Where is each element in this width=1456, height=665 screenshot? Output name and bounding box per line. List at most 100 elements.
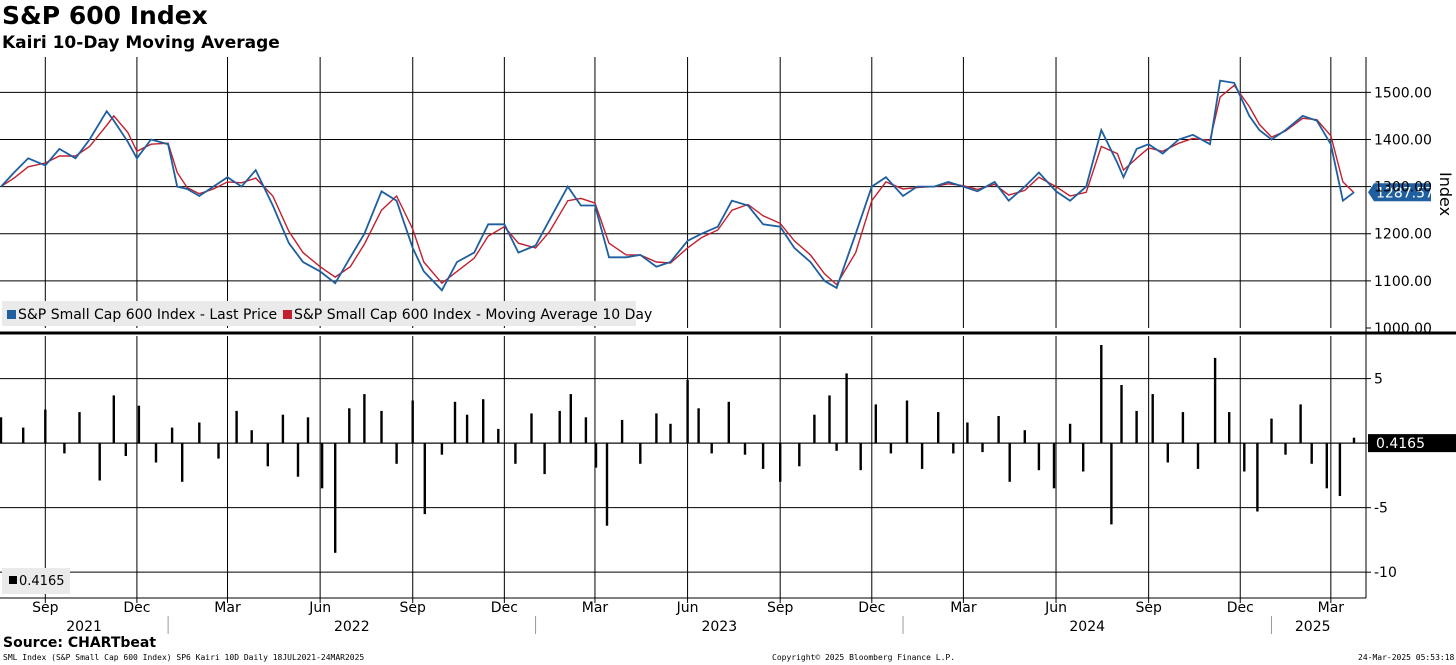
bottom-legend: 0.4165 — [2, 568, 70, 594]
kairi-bar — [845, 373, 848, 444]
kairi-bar — [78, 412, 81, 444]
kairi-bar — [779, 443, 782, 482]
kairi-bar — [1213, 357, 1217, 444]
year-label: 2022 — [334, 619, 370, 635]
kairi-bar — [453, 401, 457, 444]
y-tick-label-top: 1500.00 — [1374, 85, 1432, 101]
kairi-bar — [250, 430, 253, 444]
kairi-bar — [482, 399, 485, 444]
kairi-bar — [584, 417, 588, 444]
kairi-bar — [1325, 443, 1328, 489]
year-label: 2025 — [1295, 619, 1331, 635]
kairi-bar — [124, 443, 127, 456]
kairi-bar — [920, 443, 924, 469]
kairi-bar — [905, 400, 909, 444]
source-note: Source: CHARTbeat — [3, 635, 157, 651]
kairi-bar — [1023, 430, 1026, 444]
kairi-bar — [697, 408, 700, 444]
kairi-bar — [1270, 418, 1273, 444]
kairi-bar — [181, 443, 184, 482]
kairi-bar — [686, 379, 689, 444]
kairi-bar — [639, 443, 642, 464]
year-label: 2023 — [701, 619, 737, 635]
kairi-bar — [137, 405, 141, 444]
kairi-bar — [620, 419, 624, 444]
x-tick-label: Sep — [32, 600, 59, 616]
kairi-bar — [655, 413, 658, 444]
kairi-bar — [514, 443, 517, 464]
last-kairi-tag — [1368, 434, 1456, 453]
y-tick-label-top: 1000.00 — [1374, 321, 1432, 337]
kairi-bar — [937, 412, 940, 444]
kairi-bar — [543, 443, 546, 475]
last-price-tag — [1368, 183, 1431, 202]
kairi-bar — [761, 443, 765, 469]
kairi-bar — [569, 394, 572, 444]
kairi-bar — [44, 409, 47, 444]
kairi-bar — [828, 395, 831, 444]
x-tick-label: Dec — [858, 600, 885, 616]
kairi-bar — [558, 410, 561, 444]
x-tick-label: Jun — [1044, 600, 1067, 616]
y-tick-label-top: 1100.00 — [1374, 274, 1432, 290]
legend-label-last-price: S&P Small Cap 600 Index - Last Price — [18, 307, 277, 323]
x-tick-label: Dec — [491, 600, 518, 616]
kairi-bar — [217, 443, 220, 459]
kairi-bar — [1135, 410, 1138, 444]
kairi-bar — [669, 423, 672, 444]
y-tick-label-top: 1200.00 — [1374, 227, 1432, 243]
kairi-bar — [997, 416, 1000, 444]
x-tick-label: Jun — [676, 600, 699, 616]
copyright: Copyright© 2025 Bloomberg Finance L.P. — [772, 653, 956, 662]
year-label: 2024 — [1069, 619, 1105, 635]
x-tick-label: Mar — [582, 600, 609, 616]
kairi-bar — [530, 413, 533, 444]
kairi-bar — [198, 422, 201, 444]
kairi-bar — [306, 417, 310, 444]
kairi-bar — [98, 443, 101, 481]
kairi-bar — [874, 404, 877, 444]
kairi-bar — [1151, 394, 1154, 444]
x-tick-label: Mar — [214, 600, 241, 616]
kairi-bar — [1243, 443, 1246, 472]
kairi-bar — [798, 443, 801, 467]
kairi-bar — [411, 400, 414, 444]
kairi-bar — [440, 443, 444, 455]
y-tick-label-bottom: 5 — [1374, 372, 1383, 388]
kairi-bar — [1228, 412, 1231, 444]
kairi-bar — [1166, 443, 1169, 463]
kairi-bar — [348, 408, 351, 444]
kairi-bar — [363, 394, 366, 444]
y-tick-label-top: 1300.00 — [1374, 180, 1432, 196]
kairi-bar — [380, 410, 383, 444]
kairi-bar — [1196, 443, 1200, 469]
kairi-panel: 0.4165 0.4165 — [0, 345, 1456, 594]
kairi-bar — [1082, 443, 1085, 472]
kairi-bar — [465, 414, 469, 444]
kairi-bar — [605, 443, 609, 526]
x-tick-label: Dec — [123, 600, 150, 616]
chart-title: S&P 600 Index — [2, 1, 208, 30]
kairi-bar — [1100, 345, 1103, 444]
grid-lines — [0, 57, 1366, 598]
kairi-bar — [1310, 443, 1313, 464]
kairi-bar — [112, 395, 115, 444]
kairi-bar — [296, 443, 300, 477]
legend-swatch-last-price — [7, 310, 16, 319]
x-tick-label: Sep — [1135, 600, 1162, 616]
last-price-tag-label: 1287.57 — [1376, 185, 1434, 201]
chart-subtitle: Kairi 10-Day Moving Average — [2, 33, 280, 53]
kairi-bar — [1256, 443, 1259, 512]
kairi-bar — [423, 443, 426, 515]
kairi-bar — [1181, 412, 1185, 444]
x-tick-label: Sep — [767, 600, 794, 616]
kairi-bar — [334, 443, 337, 553]
kairi-bar — [859, 443, 862, 471]
kairi-bar — [727, 401, 730, 444]
y-tick-label-bottom: -5 — [1374, 501, 1388, 517]
series-info: SML Index (S&P Small Cap 600 Index) SP6 … — [3, 653, 365, 662]
kairi-bar — [952, 443, 955, 454]
kairi-bar — [981, 443, 984, 453]
kairi-bar — [813, 414, 816, 444]
top-legend: S&P Small Cap 600 Index - Last Price S&P … — [2, 301, 652, 326]
